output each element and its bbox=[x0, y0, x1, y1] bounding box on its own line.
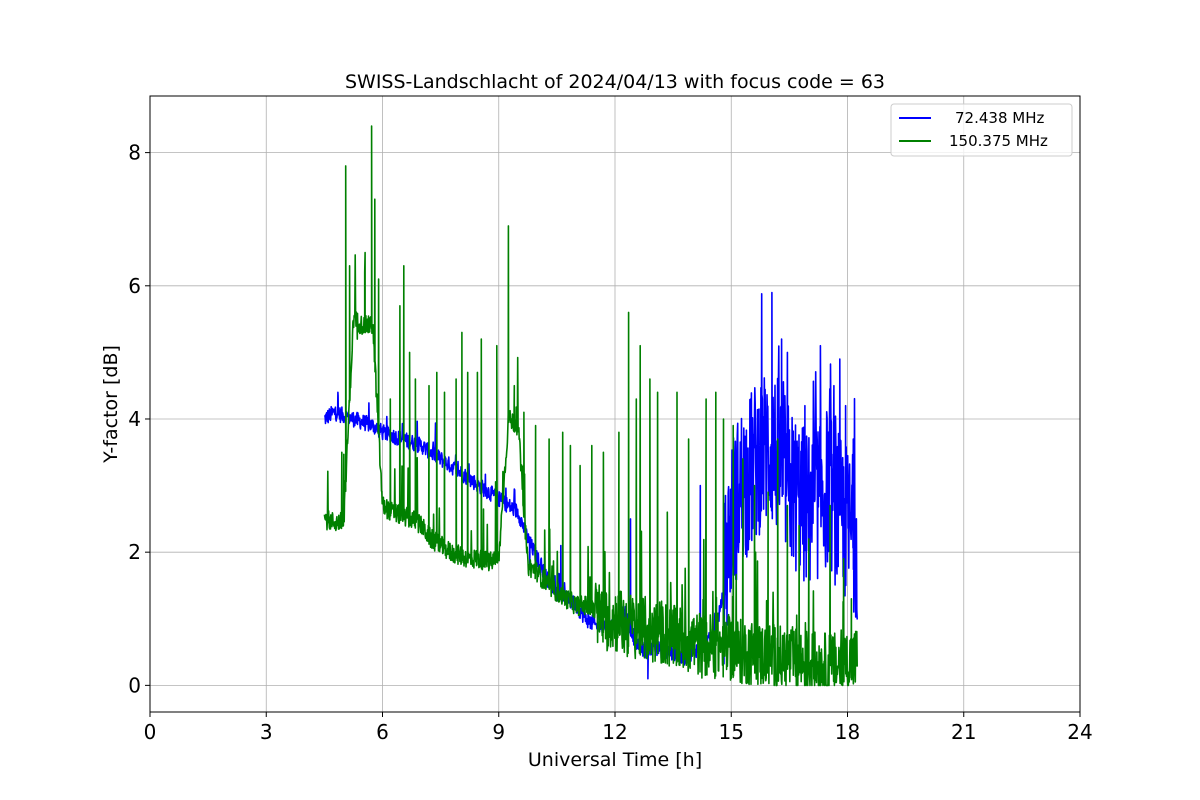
legend-label-150mhz: 150.375 MHz bbox=[949, 132, 1048, 150]
x-tick-label: 3 bbox=[260, 720, 273, 744]
x-tick-label: 18 bbox=[835, 720, 860, 744]
legend-label-72mhz: 72.438 MHz bbox=[955, 109, 1044, 127]
legend-box bbox=[890, 103, 1073, 157]
x-tick-label: 12 bbox=[602, 720, 627, 744]
y-tick-label: 8 bbox=[128, 141, 141, 165]
y-axis-ticks: 0 2 4 6 8 bbox=[128, 141, 150, 697]
x-axis-label: Universal Time [h] bbox=[528, 749, 702, 771]
series-line-150mhz bbox=[323, 125, 858, 687]
x-tick-label: 9 bbox=[492, 720, 505, 744]
y-tick-label: 2 bbox=[128, 540, 141, 564]
plot-series bbox=[323, 125, 858, 687]
x-axis-ticks: 0 3 6 9 12 15 18 21 24 bbox=[144, 712, 1093, 744]
x-tick-label: 15 bbox=[719, 720, 744, 744]
y-tick-label: 6 bbox=[128, 274, 141, 298]
legend: 72.438 MHz 150.375 MHz bbox=[890, 103, 1073, 157]
x-tick-label: 24 bbox=[1067, 720, 1092, 744]
chart-title: SWISS-Landschlacht of 2024/04/13 with fo… bbox=[345, 71, 885, 93]
y-tick-label: 4 bbox=[128, 407, 141, 431]
y-axis-label: Y-factor [dB] bbox=[100, 345, 122, 464]
x-tick-label: 21 bbox=[951, 720, 976, 744]
x-tick-label: 6 bbox=[376, 720, 389, 744]
y-tick-label: 0 bbox=[128, 673, 141, 697]
x-tick-label: 0 bbox=[144, 720, 157, 744]
